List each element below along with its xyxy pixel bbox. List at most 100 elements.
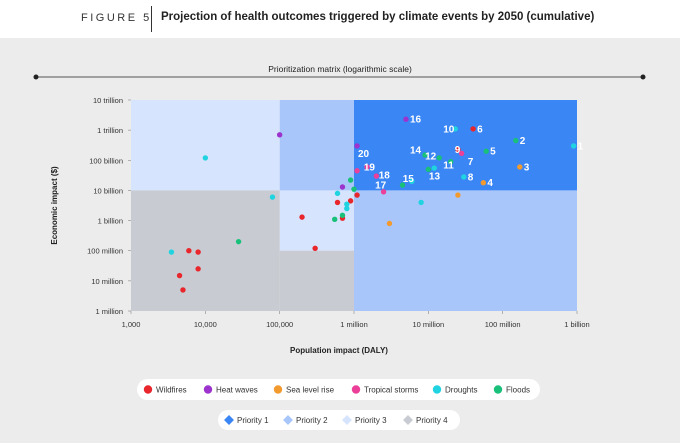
legend-swatch	[203, 385, 213, 394]
legend-label: Wildfires	[156, 386, 187, 395]
floods-point	[235, 238, 242, 245]
legend-item-priority-1: Priority 1	[224, 415, 269, 425]
droughts-point	[418, 199, 424, 206]
annotation-13: 13	[429, 172, 441, 183]
region-priority-2-2	[279, 100, 354, 191]
legend-item-wildfires: Wildfires	[143, 385, 187, 395]
legend-label: Sea level rise	[286, 386, 335, 395]
droughts-point	[409, 178, 415, 185]
heat-waves-point	[354, 143, 360, 149]
legend-swatch	[493, 385, 503, 394]
y-tick-label: 1 million	[95, 307, 123, 316]
x-tick-label: 1 million	[340, 320, 368, 329]
x-tick-label: 1,000	[122, 320, 141, 329]
legend-swatch	[224, 415, 234, 425]
figure-header: FIGURE 5 Projection of health outcomes t…	[0, 0, 680, 38]
annotation-9: 9	[455, 145, 461, 156]
figure-title: Projection of health outcomes triggered …	[161, 11, 595, 23]
y-tick-label: 10 billion	[93, 186, 123, 195]
annotation-7: 7	[468, 157, 474, 168]
region-priority-4-5	[131, 190, 280, 311]
region-priority-2-1	[354, 190, 577, 311]
floods-point	[399, 182, 406, 188]
figure-label: FIGURE 5	[81, 12, 152, 24]
droughts-point	[202, 155, 209, 161]
y-tick-label: 100 billion	[89, 156, 123, 165]
wildfires-point	[312, 245, 318, 252]
legend-item-sea-level-rise: Sea level rise	[273, 385, 335, 395]
legend-item-floods: Floods	[493, 385, 530, 395]
legend-item-droughts: Droughts	[432, 385, 477, 395]
annotation-1: 1	[578, 141, 584, 152]
annotation-11: 11	[443, 160, 454, 171]
droughts-point	[334, 190, 341, 197]
annotation-18: 18	[379, 170, 391, 181]
sea-level-rise-point	[517, 164, 523, 170]
title-rule-left-dot	[33, 74, 39, 80]
wildfires-point	[195, 266, 201, 272]
legend-item-priority-2: Priority 2	[283, 415, 328, 425]
title-rule-right-dot	[640, 74, 646, 80]
tropical-storms-point	[458, 150, 465, 157]
tropical-storms-point	[380, 189, 387, 195]
legend-swatch	[403, 415, 413, 425]
wildfires-point	[347, 198, 354, 204]
region-priority-3-3	[131, 100, 280, 191]
legend-priorities: Priority 1 Priority 2 Priority 3 Priority 4	[218, 410, 460, 430]
legend-swatch	[283, 415, 293, 425]
droughts-point	[461, 174, 467, 180]
annotation-12: 12	[425, 151, 437, 162]
legend-label: Floods	[506, 386, 530, 395]
figure-separator	[151, 6, 152, 32]
annotation-3: 3	[524, 162, 530, 173]
wildfires-point	[180, 287, 186, 293]
legend-item-priority-4: Priority 4	[403, 415, 448, 425]
y-tick-label: 10 million	[91, 277, 123, 286]
floods-point	[422, 152, 428, 158]
droughts-point	[344, 205, 350, 212]
droughts-point	[570, 143, 577, 149]
legend-label: Heat waves	[216, 386, 258, 395]
y-tick-label: 100 million	[87, 247, 123, 256]
floods-point	[351, 186, 357, 192]
sea-level-rise-point	[386, 220, 393, 227]
wildfires-point	[186, 248, 192, 254]
annotation-15: 15	[403, 174, 415, 185]
x-tick-label: 1 billion	[564, 320, 589, 329]
legend-label: Tropical storms	[364, 386, 418, 395]
heat-waves-point	[276, 132, 283, 138]
floods-point	[347, 177, 354, 183]
legend-label: Droughts	[445, 386, 477, 395]
wildfires-point	[455, 146, 461, 153]
legend-label: Priority 4	[416, 416, 448, 425]
annotation-6: 6	[477, 124, 483, 135]
droughts-point	[452, 126, 458, 132]
floods-point	[332, 216, 338, 223]
droughts-point	[431, 165, 437, 171]
legend-label: Priority 1	[237, 416, 269, 425]
annotation-16: 16	[410, 115, 422, 126]
y-tick-label: 1 billion	[98, 217, 123, 226]
wildfires-point	[299, 214, 305, 220]
region-priority-4-6	[279, 250, 354, 311]
y-tick-label: 10 trillion	[93, 96, 123, 105]
legend-label: Priority 2	[296, 416, 328, 425]
annotation-17: 17	[375, 181, 387, 192]
chart-title: Prioritization matrix (logarithmic scale…	[268, 64, 412, 74]
floods-point	[513, 137, 519, 144]
legend-priorities-box	[218, 410, 460, 430]
annotation-5: 5	[490, 147, 496, 158]
heat-waves-point	[339, 184, 346, 190]
annotation-10: 10	[443, 124, 455, 135]
legend-events: Wildfires Heat waves Sea level rise Tropica…	[137, 379, 540, 400]
annotation-14: 14	[410, 145, 422, 156]
annotation-8: 8	[468, 172, 474, 183]
annotation-20: 20	[358, 149, 370, 160]
legend-swatch	[143, 385, 153, 394]
wildfires-point	[334, 199, 341, 206]
x-axis-label: Population impact (DALY)	[290, 346, 388, 355]
wildfires-point	[354, 192, 360, 198]
legend-swatch	[273, 385, 283, 394]
y-tick-label: 1 trillion	[97, 126, 123, 135]
